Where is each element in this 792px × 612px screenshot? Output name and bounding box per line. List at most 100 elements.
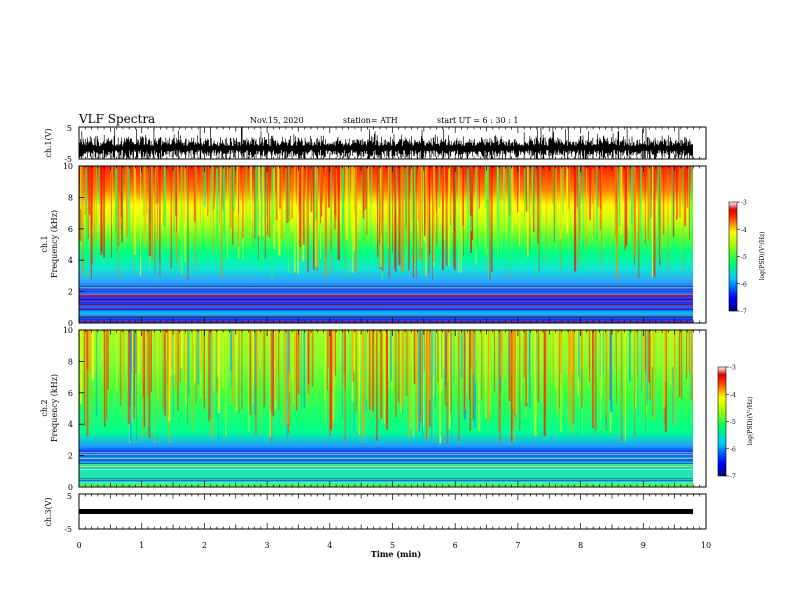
ch1-spec-streak [560, 166, 562, 270]
ch1-spec-streak [94, 166, 95, 244]
ch2-spec-streak [217, 330, 219, 377]
ch3-ytick-bottom: -5 [64, 525, 72, 534]
ch1-spec-streak [173, 166, 175, 235]
ch2-spec-streak [129, 330, 132, 442]
ch2-colorbar-ticks: -3 -4 -5 -6 -7 [726, 365, 736, 481]
ch2-spec-ytick-label: 4 [68, 420, 73, 429]
ch2-spec-streak [147, 330, 149, 396]
ch1-spec-streak [471, 166, 474, 241]
ch2-spec-streak [515, 330, 517, 415]
ch2-spec-streak [645, 330, 646, 431]
ch2-spec-streak [437, 330, 439, 383]
ch1-spec-streak [561, 166, 564, 215]
ch1-spec-streak [90, 166, 92, 280]
time-tick-label: 3 [265, 541, 270, 550]
ch1-spec-streak [412, 166, 415, 278]
ch3-waveform-ylabel: ch.3(V) [44, 497, 53, 526]
ch1-spec-streak [582, 166, 585, 276]
ch1-waveform-path [79, 127, 693, 159]
ch2-spec-streak [291, 330, 294, 381]
figure-title: VLF Spectra [78, 112, 155, 126]
ch1-spec-streak [299, 166, 301, 247]
ch1-spec-streak [231, 166, 233, 209]
ch1-spec-streak [271, 166, 273, 279]
ch2-spec-streak [432, 330, 435, 396]
ch2-spec-streak [525, 330, 528, 407]
ch1-spec-streak [238, 166, 239, 214]
ch2-spec-streak [123, 330, 125, 403]
ch1-spec-streak [377, 166, 379, 258]
ch2-spec-streak [119, 330, 122, 406]
time-axis-label: Time (min) [371, 549, 421, 559]
ch2-spec-streak [211, 330, 213, 437]
ch1-spec-streak [118, 166, 120, 247]
ch2-colorbar [717, 366, 727, 477]
ch2-spec-streak [213, 330, 215, 392]
ch2-spec-streak [131, 330, 133, 424]
ch1-spec-streak [657, 166, 660, 263]
ch1-spec-streak [187, 166, 188, 278]
ch2-spec-streak [426, 330, 429, 440]
ch1-spec-streak [242, 166, 244, 239]
ch1-spec-streak [362, 166, 365, 219]
ch2-spec-streak [513, 330, 515, 442]
ch1-spec-ytick-label: 8 [68, 193, 73, 202]
ch2-spec-streak [236, 330, 237, 383]
time-axis-ticks [78, 127, 707, 529]
ch2-spec-streak [167, 330, 169, 418]
ch1-spec-streak [576, 166, 578, 212]
ch2-spec-streak [253, 330, 255, 385]
ch1-spec-streak [216, 166, 218, 254]
ch1-spec-streak [306, 166, 307, 261]
ch2-spec-streak [694, 330, 695, 424]
ch1-spec-streak [174, 166, 177, 216]
ch1-spec-streak [525, 166, 528, 212]
ch2-spec-streak [136, 330, 137, 442]
ch2-spec-band [79, 480, 693, 482]
ch2-spec-streak [501, 330, 502, 376]
ch1-spec-streak [111, 166, 112, 258]
ch2-spec-streak [199, 330, 202, 398]
ch1-spec-streak [286, 166, 289, 223]
ch2-spec-streak [303, 330, 306, 409]
ch1-spec-streak [313, 166, 316, 249]
ch1-spec-streak [527, 166, 529, 257]
ch1-spec-streak [100, 166, 103, 255]
ch2-spec-streak [235, 330, 238, 412]
ch1-spec-streak [315, 166, 317, 221]
ch2-spec-streak [296, 330, 298, 411]
time-tick-label: 1 [139, 541, 144, 550]
ch1-spec-streak [395, 166, 397, 215]
ch2-spec-streak [405, 330, 408, 396]
ch1-spec-streak [537, 166, 539, 244]
ch1-spec-streak [519, 166, 520, 246]
ch1-spec-streak [173, 166, 176, 277]
ch2-spec-streak [689, 330, 691, 401]
ch2-spec-streak [498, 330, 500, 432]
ch1-spec-streak [88, 166, 90, 215]
ch2-spec-streak [500, 330, 501, 431]
ch2-spec-streak [400, 330, 403, 402]
ch1-spec-streak [164, 166, 166, 229]
ch2-spec-streak [164, 330, 166, 416]
ch1-spec-streak [367, 166, 369, 206]
ch2-spec-streak [624, 330, 627, 433]
ch1-spec-streak [503, 166, 506, 247]
ch1-spec-streak [667, 166, 669, 270]
ch1-spec-streak [476, 166, 478, 256]
ch1-spec-streak [208, 166, 210, 212]
ch2-spec-streak [519, 330, 521, 431]
ch1-spec-streak [443, 166, 445, 241]
ch1-spec-streak [438, 166, 440, 208]
ch1-spec-streak [487, 166, 489, 250]
ch1-spec-streak [689, 166, 690, 241]
ch1-spec-streak [264, 166, 266, 259]
ch1-cbar-tick-label: -7 [741, 309, 747, 316]
ch1-spec-streak [620, 166, 623, 234]
ch1-spec-ytick-label: 2 [68, 288, 73, 297]
ch1-spec-streak [552, 166, 555, 204]
ch1-spec-streak [393, 166, 396, 270]
ch2-spec-streak [241, 330, 243, 410]
ch1-spec-streak [454, 166, 457, 230]
